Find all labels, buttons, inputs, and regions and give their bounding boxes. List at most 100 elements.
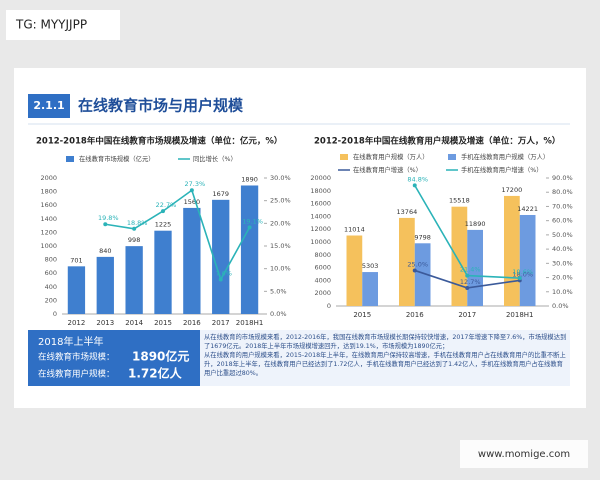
y2-tick-label: 70.0%	[552, 202, 573, 210]
bar	[451, 206, 468, 306]
watermark-box	[6, 10, 120, 40]
y-tick-label: 1000	[40, 242, 57, 250]
summary-label: 在线教育市场规模：	[38, 352, 115, 363]
y-tick-label: 1200	[40, 228, 57, 236]
point-label: 84.8%	[407, 175, 428, 183]
x-tick-label: 2018H1	[236, 319, 264, 327]
paragraphs: 从在线教育的市场规模来看，2012-2016年，我国在线教育市场规模长期保持较快…	[204, 333, 568, 378]
bar-label: 1890	[241, 175, 258, 183]
x-tick-label: 2012	[68, 319, 86, 327]
x-tick-label: 2016	[183, 319, 201, 327]
y-tick-label: 400	[45, 283, 57, 291]
point-label: 22.7%	[156, 201, 177, 209]
bar-label: 1225	[155, 221, 172, 229]
bar	[154, 230, 172, 314]
bar-label: 998	[128, 236, 140, 244]
y2-tick-label: 90.0%	[552, 174, 573, 182]
y2-tick-label: 80.0%	[552, 188, 573, 196]
watermark: TG: MYYJJPP	[15, 18, 87, 32]
bar	[362, 272, 378, 306]
bar-label: 11014	[344, 226, 365, 234]
y2-tick-label: 30.0%	[552, 259, 573, 267]
bar-label: 9798	[414, 233, 431, 241]
point-label: 19.8%	[98, 214, 119, 222]
summary-box	[28, 330, 200, 386]
y-tick-label: 4000	[314, 276, 331, 284]
summary-period: 2018年上半年	[38, 335, 103, 348]
footer-watermark: www.momige.com	[478, 449, 570, 460]
bar-label: 17200	[502, 186, 523, 194]
y-tick-label: 1600	[40, 201, 57, 209]
point	[161, 209, 165, 214]
bar-label: 5303	[362, 262, 379, 270]
point-label: 27.3%	[185, 180, 206, 188]
point	[465, 273, 470, 278]
point	[412, 268, 417, 273]
x-tick-label: 2017	[212, 319, 230, 327]
bar	[519, 214, 536, 306]
bar	[346, 235, 363, 306]
point	[465, 285, 470, 290]
y-tick-label: 600	[45, 269, 57, 277]
legend-label: 手机在线教育用户规模（万人）	[461, 152, 549, 161]
y-tick-label: 14000	[310, 212, 331, 220]
legend-label: 手机在线教育用户增速（%）	[461, 165, 543, 174]
y-tick-label: 1800	[40, 188, 57, 196]
y2-tick-label: 0.0%	[270, 310, 287, 318]
bar-label: 1679	[212, 190, 229, 198]
y-tick-label: 10000	[310, 238, 331, 246]
y-tick-label: 0	[53, 310, 57, 318]
legend-swatch	[66, 156, 74, 162]
y-tick-label: 1400	[40, 215, 57, 223]
y-tick-label: 20000	[310, 174, 331, 182]
summary-label: 在线教育用户规模：	[38, 369, 115, 380]
bar	[96, 256, 114, 314]
paragraph: 从在线教育的市场规模来看，2012-2016年，我国在线教育市场规模长期保持较快…	[204, 334, 567, 350]
legend-label: 在线教育用户增速（%）	[353, 165, 422, 174]
slide-title: 在线教育市场与用户规模	[78, 97, 244, 115]
point-label: 21.4%	[460, 266, 481, 274]
bar-label: 14221	[517, 205, 538, 213]
bar-label: 701	[70, 256, 82, 264]
legend-swatch	[340, 154, 348, 160]
bar	[212, 199, 230, 314]
y2-tick-label: 40.0%	[552, 245, 573, 253]
point	[132, 226, 137, 231]
chart-title: 2012-2018年中国在线教育市场规模及增速（单位：亿元，%）	[36, 136, 282, 147]
legend-swatch	[448, 154, 456, 160]
paragraph: 从在线教育的用户规模来看，2015-2018年上半年，在线教育用户保持较高增速，…	[204, 352, 566, 377]
badge	[28, 94, 70, 118]
legend-label: 同比增长（%）	[193, 154, 237, 163]
y-tick-label: 6000	[314, 264, 331, 272]
y-tick-label: 800	[45, 256, 57, 264]
bar	[240, 185, 259, 314]
point	[412, 183, 417, 188]
point-label: 19.6%	[512, 268, 533, 276]
point-label: 19.1%	[242, 217, 263, 225]
text-box	[200, 330, 570, 386]
y2-tick-label: 25.0%	[270, 197, 291, 205]
y-tick-label: 12000	[310, 225, 331, 233]
footer-box	[460, 440, 588, 468]
point	[247, 225, 252, 230]
y2-tick-label: 15.0%	[270, 242, 291, 250]
y2-tick-label: 0.0%	[552, 302, 569, 310]
x-tick-label: 2016	[406, 311, 424, 319]
summary-value: 1890亿元	[132, 349, 189, 364]
y-tick-label: 2000	[40, 174, 57, 182]
x-tick-label: 2017	[458, 311, 476, 319]
bar	[414, 243, 431, 306]
y2-tick-label: 10.0%	[552, 288, 573, 296]
y-tick-label: 8000	[314, 251, 331, 259]
badge-text: 2.1.1	[33, 99, 64, 112]
bar	[125, 246, 143, 314]
x-tick-label: 2015	[353, 311, 371, 319]
bar	[399, 217, 415, 306]
y-tick-label: 0	[327, 302, 331, 310]
bar-label: 1560	[184, 198, 201, 206]
y-tick-label: 200	[45, 296, 57, 304]
y2-tick-label: 20.0%	[270, 219, 291, 227]
line	[105, 188, 251, 282]
